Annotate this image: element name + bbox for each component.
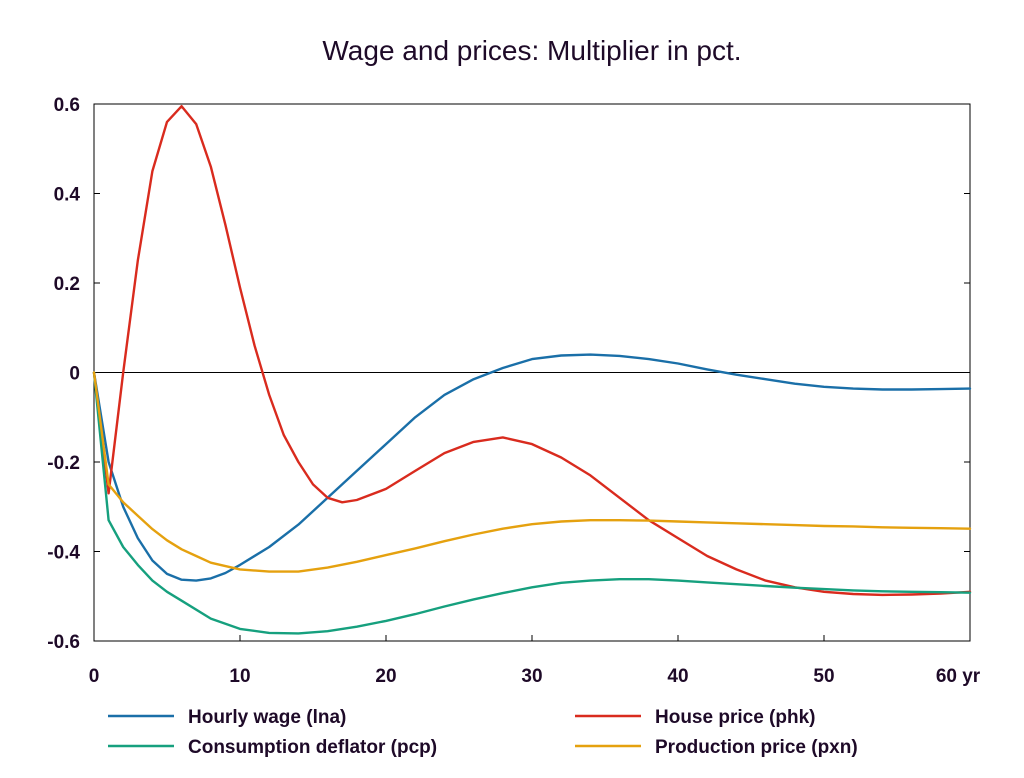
legend-label-1: House price (phk) [655, 707, 815, 728]
x-tick-label: 10 [229, 666, 250, 687]
legend-label-2: Consumption deflator (pcp) [188, 737, 437, 758]
y-tick-label: -0.2 [47, 453, 80, 474]
x-tick-label: 50 [813, 666, 834, 687]
series-line-0 [92, 353, 972, 582]
x-tick-label: 60 yr [936, 666, 981, 687]
y-tick-label: 0.4 [54, 185, 81, 206]
y-tick-label: 0 [69, 364, 80, 385]
legend-label-0: Hourly wage (lna) [188, 707, 346, 728]
y-axis: -0.6 -0.4 -0.2 0 0.2 0.4 0.6 [47, 95, 970, 653]
x-tick-label: 20 [375, 666, 396, 687]
y-tick-label: 0.2 [54, 274, 80, 295]
series-line-2 [92, 371, 972, 635]
y-tick-label: 0.6 [54, 95, 80, 116]
x-tick-label: 40 [667, 666, 688, 687]
y-tick-label: -0.6 [47, 632, 80, 653]
legend: Hourly wage (lna) House price (phk) Consum… [108, 707, 858, 758]
x-tick-label: 30 [521, 666, 542, 687]
x-axis: 0 10 20 30 40 50 60 yr [89, 635, 981, 687]
series-line-1 [92, 104, 972, 597]
x-tick-label: 0 [89, 666, 100, 687]
series-lines [92, 104, 972, 635]
y-tick-label: -0.4 [47, 543, 80, 564]
legend-label-3: Production price (pxn) [655, 737, 858, 758]
series-line-3 [92, 371, 972, 573]
chart-title: Wage and prices: Multiplier in pct. [322, 35, 741, 66]
